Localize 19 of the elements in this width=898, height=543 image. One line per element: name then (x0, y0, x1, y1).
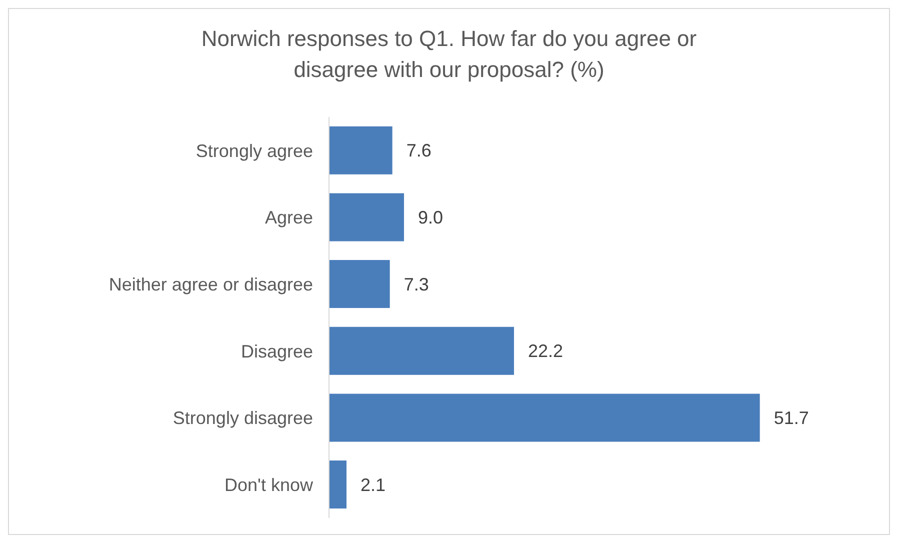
data-label: 9.0 (418, 208, 444, 228)
data-label: 51.7 (774, 408, 809, 428)
bar (329, 460, 346, 509)
bar (329, 126, 392, 174)
y-tick-label: Agree (264, 208, 313, 228)
data-label: 22.2 (528, 341, 564, 362)
y-tick-label: Don't know (224, 474, 314, 495)
chart-title: Norwich responses to Q1. How far do you agree or disagree with our proposal? (%) (200, 25, 698, 84)
bar (329, 260, 390, 308)
y-tick-label: Strongly agree (196, 140, 313, 161)
bar (329, 326, 514, 375)
data-label: 7.6 (406, 140, 432, 161)
data-label: 2.1 (360, 474, 386, 495)
bar (329, 193, 404, 242)
y-tick-label: Disagree (240, 341, 313, 362)
data-label: 7.3 (404, 274, 429, 294)
y-tick-label: Neither agree or disagree (108, 274, 313, 294)
bar (329, 394, 760, 442)
y-tick-label: Strongly disagree (172, 408, 313, 428)
